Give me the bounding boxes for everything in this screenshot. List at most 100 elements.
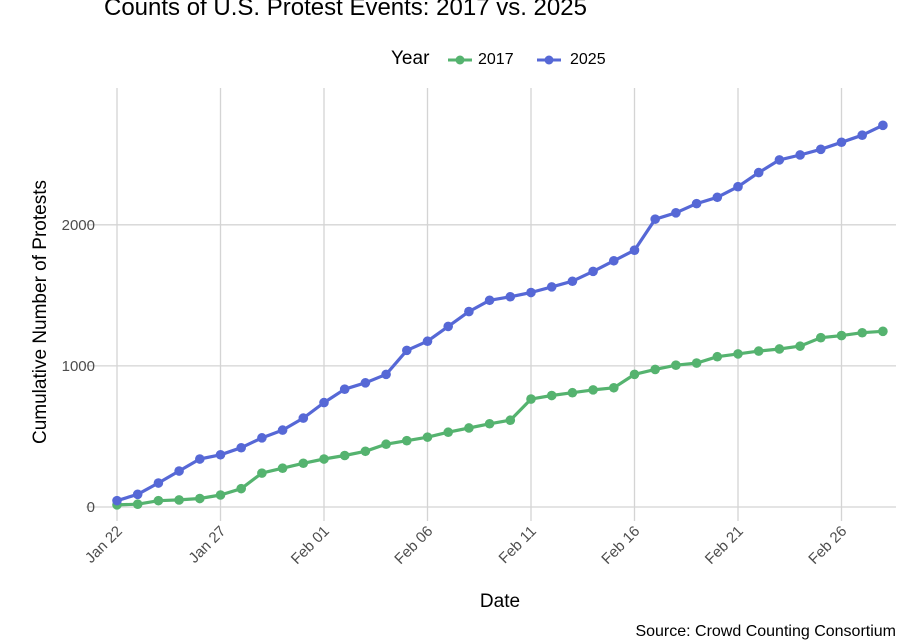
y-tick-label: 1000 bbox=[62, 358, 95, 375]
data-point-2025 bbox=[298, 413, 309, 423]
data-point-2017 bbox=[402, 435, 412, 446]
y-tick-labels: 0 1000 2000 bbox=[62, 217, 95, 516]
data-point-2025 bbox=[443, 321, 454, 332]
data-point-2017 bbox=[277, 463, 288, 473]
data-point-2025 bbox=[795, 150, 805, 160]
series-line-2017 bbox=[116, 329, 884, 507]
data-point-2017 bbox=[567, 387, 578, 398]
data-point-2025 bbox=[484, 295, 495, 306]
data-point-2025 bbox=[174, 466, 184, 476]
data-point-2025 bbox=[360, 378, 371, 388]
data-point-2025 bbox=[629, 245, 640, 255]
data-point-2025 bbox=[588, 266, 598, 277]
data-point-2025 bbox=[112, 495, 122, 506]
data-point-2025 bbox=[650, 214, 660, 224]
data-point-2017 bbox=[816, 332, 826, 343]
x-tick-label: Feb 01 bbox=[288, 523, 333, 568]
data-point-2017 bbox=[878, 326, 888, 337]
x-tick-label: Feb 16 bbox=[598, 523, 643, 568]
data-point-2017 bbox=[733, 349, 743, 359]
data-point-2025 bbox=[671, 208, 681, 218]
data-point-2025 bbox=[402, 345, 412, 356]
data-point-2025 bbox=[526, 287, 536, 298]
data-point-2017 bbox=[360, 446, 371, 457]
data-point-2025 bbox=[733, 181, 743, 192]
data-point-2025 bbox=[546, 282, 557, 292]
data-point-2017 bbox=[319, 454, 329, 464]
data-point-2017 bbox=[712, 351, 723, 362]
data-point-2017 bbox=[795, 341, 805, 351]
data-point-2017 bbox=[132, 499, 143, 509]
data-point-2017 bbox=[857, 327, 867, 338]
data-point-2017 bbox=[257, 468, 267, 478]
data-point-2025 bbox=[381, 369, 391, 380]
data-point-2025 bbox=[277, 425, 288, 435]
data-point-2025 bbox=[153, 478, 164, 488]
legend-title: Year bbox=[391, 48, 430, 69]
source-note: Source: Crowd Counting Consortium bbox=[635, 623, 896, 640]
legend: Year 2017 2025 bbox=[0, 48, 916, 74]
data-point-2017 bbox=[609, 382, 619, 393]
data-point-2017 bbox=[422, 432, 433, 442]
data-point-2017 bbox=[836, 330, 847, 341]
x-tick-label: Feb 06 bbox=[391, 523, 436, 568]
data-point-2017 bbox=[774, 344, 785, 354]
data-point-2025 bbox=[836, 137, 847, 148]
data-point-2025 bbox=[857, 130, 867, 141]
data-point-2025 bbox=[691, 198, 702, 209]
data-point-2017 bbox=[484, 418, 495, 429]
series-line-2025 bbox=[116, 123, 884, 503]
data-point-2017 bbox=[153, 495, 164, 506]
x-axis-title: Date bbox=[480, 591, 520, 612]
data-point-2025 bbox=[712, 192, 723, 203]
data-point-2025 bbox=[257, 433, 267, 443]
data-point-2025 bbox=[878, 120, 888, 131]
data-point-2017 bbox=[464, 423, 474, 433]
y-tick-label: 2000 bbox=[62, 217, 95, 234]
series-group bbox=[112, 120, 888, 510]
data-point-2025 bbox=[567, 276, 578, 287]
y-tick-label: 0 bbox=[87, 499, 95, 516]
data-point-2017 bbox=[381, 439, 391, 450]
x-tick-label: Feb 26 bbox=[805, 523, 850, 568]
data-point-2017 bbox=[339, 450, 350, 461]
x-tick-label: Feb 11 bbox=[496, 523, 540, 567]
data-point-2017 bbox=[588, 385, 598, 395]
legend-label-2017: 2017 bbox=[478, 51, 514, 68]
data-point-2025 bbox=[609, 255, 619, 266]
data-point-2017 bbox=[298, 458, 309, 469]
data-point-2025 bbox=[753, 167, 764, 178]
chart-title: Counts of U.S. Protest Events: 2017 vs. … bbox=[104, 0, 587, 21]
data-point-2017 bbox=[526, 394, 536, 404]
data-point-2017 bbox=[691, 358, 702, 368]
data-point-2017 bbox=[753, 346, 764, 356]
data-point-2017 bbox=[546, 390, 557, 401]
data-point-2025 bbox=[195, 454, 205, 464]
legend-key-2017 bbox=[448, 55, 472, 65]
data-point-2025 bbox=[339, 384, 350, 394]
data-point-2017 bbox=[443, 427, 454, 438]
data-point-2025 bbox=[319, 397, 329, 408]
gridlines bbox=[86, 88, 896, 521]
data-point-2017 bbox=[629, 369, 640, 380]
data-point-2025 bbox=[774, 155, 785, 165]
x-tick-labels: Jan 22 Jan 27 Feb 01 Feb 06 Feb 11 Feb 16 Feb … bbox=[82, 523, 850, 568]
data-point-2025 bbox=[816, 144, 826, 155]
data-point-2025 bbox=[215, 449, 226, 460]
data-point-2017 bbox=[236, 483, 246, 494]
legend-key-2025 bbox=[537, 55, 561, 65]
x-tick-label: Jan 27 bbox=[185, 523, 229, 567]
data-point-2017 bbox=[215, 490, 226, 500]
y-axis-title: Cumulative Number of Protests bbox=[30, 180, 51, 444]
data-point-2025 bbox=[505, 291, 516, 302]
data-point-2017 bbox=[650, 364, 660, 375]
legend-label-2025: 2025 bbox=[570, 51, 606, 68]
data-point-2017 bbox=[671, 360, 681, 370]
data-point-2017 bbox=[505, 415, 516, 426]
data-point-2017 bbox=[195, 493, 205, 504]
data-point-2017 bbox=[174, 495, 184, 505]
data-point-2025 bbox=[464, 306, 474, 317]
x-tick-label: Jan 22 bbox=[82, 523, 126, 567]
data-point-2025 bbox=[236, 442, 246, 453]
